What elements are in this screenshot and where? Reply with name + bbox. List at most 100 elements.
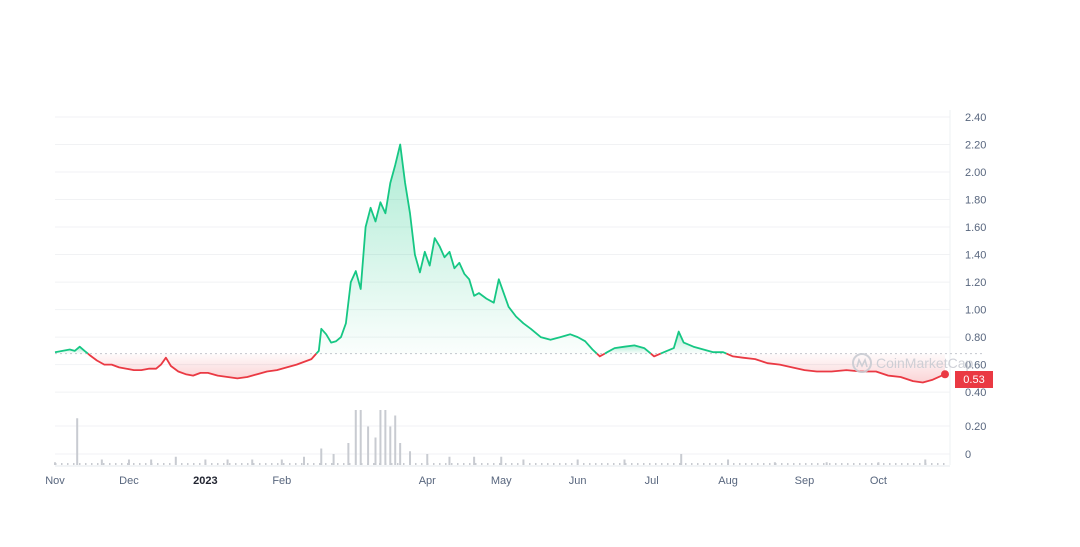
volume-bar [283,463,285,465]
volume-bar [877,463,879,465]
volume-bar [715,463,717,465]
volume-bar [181,463,183,465]
volume-bar [355,463,357,465]
volume-bar [691,463,693,465]
volume-bar [799,463,801,465]
y-tick-label: 0.60 [965,360,986,372]
price-line-up [604,344,652,355]
volume-bar [817,463,819,465]
price-line-up [54,345,89,355]
volume-bar [399,443,402,465]
volume-bar [500,456,503,465]
price-line [54,143,946,384]
volume-bar [457,463,459,465]
volume-bar [751,463,753,465]
volume-bar [487,463,489,465]
volume-bar [374,437,377,465]
volume-bar [397,463,399,465]
volume-tick-label: 0 [965,449,971,461]
volume-bar [505,463,507,465]
volume-bar [145,463,147,465]
x-tick-label: Sep [795,475,815,487]
volume-bar [439,463,441,465]
volume-bar [139,463,141,465]
volume-bar [871,463,873,465]
volume-bar [367,463,369,465]
volume-bar [649,463,651,465]
volume-bar [55,463,57,465]
x-tick-label: Feb [272,475,291,487]
volume-bar [763,463,765,465]
volume-bar [703,463,705,465]
volume-bar [426,454,429,465]
y-tick-label: 2.00 [965,167,986,179]
volume-bar [277,463,279,465]
volume-bar [303,456,306,465]
volume-bar [127,463,129,465]
x-tick-label: Dec [119,475,139,487]
volume-bar [205,463,207,465]
volume-bar [883,463,885,465]
volume-bar [79,463,81,465]
volume-bar [409,463,411,465]
volume-bar [685,463,687,465]
volume-bar [607,463,609,465]
volume-bar [709,463,711,465]
volume-bar [637,463,639,465]
volume-bar [931,463,933,465]
volume-bar [433,463,435,465]
volume-bar [739,463,741,465]
volume-bar [577,463,579,465]
x-tick-label: Nov [45,475,65,487]
volume-bar [359,410,362,465]
volume-bar [757,463,759,465]
volume-bar [511,463,513,465]
volume-bar [721,463,723,465]
volume-bar [271,463,273,465]
y-tick-label: 1.40 [965,250,986,262]
volume-bar [469,463,471,465]
volume-bar [127,459,130,465]
volume-bar [97,463,99,465]
volume-bar [211,463,213,465]
current-price-tag: 0.53 [955,371,993,388]
watermark-text: CoinMarketCap [876,355,973,371]
y-tick-label: 1.20 [965,277,986,289]
x-tick-label: 2023 [193,475,217,487]
x-tick-label: Jun [569,475,587,487]
volume-bar [673,463,675,465]
volume-bar [727,463,729,465]
volume-bar [361,463,363,465]
grid-lines [55,110,985,467]
volume-bar [907,463,909,465]
volume-bar [76,418,79,465]
area-fill-up [316,144,597,354]
volume-bar [337,463,339,465]
volume-bar [175,463,177,465]
volume-bar [919,463,921,465]
price-line-up [315,143,598,355]
volume-bar [473,456,476,465]
volume-bar [601,463,603,465]
volume-bar [895,463,897,465]
volume-bar [307,463,309,465]
volume-bar [223,463,225,465]
volume-bar [623,459,626,465]
volume-bar [289,463,291,465]
y-tick-label: 0.40 [965,387,986,399]
volume-bar [280,459,283,465]
volume-bar [85,463,87,465]
volume-bar [825,462,828,465]
volume-bar [163,463,165,465]
volume-bar [559,463,561,465]
x-tick-label: Jul [645,475,659,487]
volume-bar [541,463,543,465]
volume-bar [733,463,735,465]
volume-bar [174,456,177,465]
volume-bar [91,463,93,465]
x-axis-ticks: Nov Dec 2023 Feb Apr May Jun Jul Aug Sep Oct [45,475,887,487]
x-tick-label: Oct [870,475,887,487]
volume-bar [100,459,103,465]
